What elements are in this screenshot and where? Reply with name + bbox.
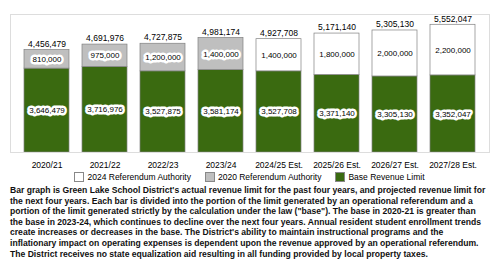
html-text:2024 Referendum Authority: 2024 Referendum Authority: [87, 171, 191, 182]
svg-text:3,305,130: 3,305,130: [377, 110, 413, 119]
svg-text:3,581,174: 3,581,174: [203, 107, 239, 116]
svg-text:4,456,479: 4,456,479: [28, 39, 66, 49]
svg-text:4,727,875: 4,727,875: [144, 32, 182, 42]
html-text:2020 Referendum Authority: 2020 Referendum Authority: [218, 171, 322, 182]
svg-text:1,400,000: 1,400,000: [261, 51, 297, 60]
svg-text:4,927,708: 4,927,708: [260, 28, 298, 38]
html-text:Base Revenue Limit: Base Revenue Limit: [348, 171, 425, 182]
svg-text:2027/28 Est.: 2027/28 Est.: [429, 160, 477, 170]
svg-text:2026/27 Est.: 2026/27 Est.: [371, 160, 419, 170]
svg-text:3,716,976: 3,716,976: [87, 105, 123, 114]
svg-text:5,305,130: 5,305,130: [376, 19, 414, 29]
svg-text:3,527,708: 3,527,708: [261, 107, 297, 116]
svg-text:2,000,000: 2,000,000: [377, 49, 413, 58]
svg-text:1,200,000: 1,200,000: [145, 53, 181, 62]
svg-text:5,171,140: 5,171,140: [318, 22, 356, 32]
svg-text:2025/26 Est.: 2025/26 Est.: [313, 160, 361, 170]
html-text:Bar graph is Green Lake School: Bar graph is Green Lake School District'…: [10, 185, 486, 259]
svg-text:3,352,047: 3,352,047: [435, 110, 471, 119]
svg-text:4,691,976: 4,691,976: [86, 33, 124, 43]
svg-text:2021/22: 2021/22: [90, 160, 121, 170]
svg-text:4,981,174: 4,981,174: [202, 27, 240, 37]
svg-text:2024/25 Est.: 2024/25 Est.: [255, 160, 303, 170]
svg-text:2020/21: 2020/21: [32, 160, 63, 170]
svg-text:2,200,000: 2,200,000: [435, 46, 471, 55]
svg-text:3,371,140: 3,371,140: [319, 109, 355, 118]
svg-text:810,000: 810,000: [33, 55, 62, 64]
svg-text:975,000: 975,000: [91, 51, 120, 60]
svg-text:2022/23: 2022/23: [148, 160, 179, 170]
svg-text:1,400,000: 1,400,000: [203, 50, 239, 59]
svg-text:3,527,875: 3,527,875: [145, 107, 181, 116]
svg-text:1,800,000: 1,800,000: [319, 50, 355, 59]
svg-text:5,552,047: 5,552,047: [434, 14, 472, 24]
svg-text:3,646,479: 3,646,479: [29, 106, 65, 115]
svg-text:2023/24: 2023/24: [206, 160, 237, 170]
